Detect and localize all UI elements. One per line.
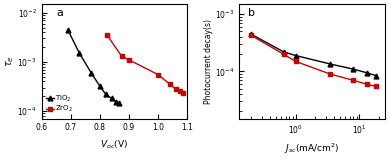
ZrO$_2$ — [249, 34, 253, 36]
ZrO$_2$ — [180, 92, 185, 94]
Line: ZrO$_2$: ZrO$_2$ — [105, 33, 186, 96]
ZrO$_2$ — [373, 85, 378, 87]
Line: ZrO$_2$: ZrO$_2$ — [249, 33, 378, 89]
Y-axis label: $\tau_e$: $\tau_e$ — [4, 56, 16, 67]
ZrO$_2$ — [328, 73, 333, 75]
Line: TiO$_2$: TiO$_2$ — [249, 32, 378, 78]
TiO$_2$ — [249, 33, 253, 35]
TiO$_2$ — [65, 29, 70, 31]
TiO$_2$ — [89, 72, 93, 74]
ZrO$_2$ — [173, 88, 178, 90]
Text: a: a — [56, 8, 63, 18]
ZrO$_2$ — [281, 53, 286, 55]
TiO$_2$ — [373, 75, 378, 76]
X-axis label: $V_{oc}$(V): $V_{oc}$(V) — [100, 138, 128, 151]
TiO$_2$ — [103, 93, 108, 95]
ZrO$_2$ — [119, 55, 124, 57]
ZrO$_2$ — [364, 83, 369, 85]
TiO$_2$ — [114, 101, 118, 103]
Legend: TiO$_2$, ZrO$_2$: TiO$_2$, ZrO$_2$ — [45, 93, 74, 115]
Line: TiO$_2$: TiO$_2$ — [65, 27, 121, 105]
TiO$_2$ — [77, 52, 82, 54]
TiO$_2$ — [364, 72, 369, 74]
TiO$_2$ — [116, 102, 121, 104]
ZrO$_2$ — [105, 34, 109, 36]
TiO$_2$ — [281, 51, 286, 53]
ZrO$_2$ — [156, 74, 161, 76]
ZrO$_2$ — [351, 79, 356, 81]
Text: b: b — [248, 8, 255, 18]
ZrO$_2$ — [293, 60, 298, 62]
TiO$_2$ — [293, 55, 298, 56]
ZrO$_2$ — [168, 83, 172, 85]
TiO$_2$ — [328, 63, 333, 65]
ZrO$_2$ — [178, 91, 182, 92]
Y-axis label: Photocurrent decay(s): Photocurrent decay(s) — [205, 19, 214, 104]
ZrO$_2$ — [127, 59, 131, 61]
TiO$_2$ — [109, 97, 114, 99]
X-axis label: $J_{sc}$(mA/cm$^2$): $J_{sc}$(mA/cm$^2$) — [284, 141, 340, 156]
TiO$_2$ — [351, 68, 356, 70]
TiO$_2$ — [98, 85, 102, 87]
